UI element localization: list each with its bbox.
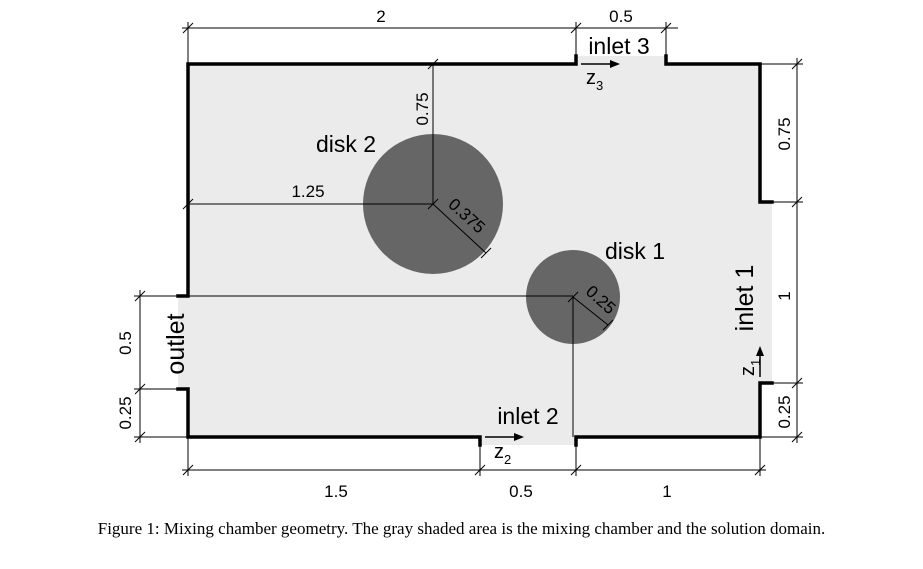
- dim-disk2-horizontal: 1.25: [291, 182, 324, 201]
- label-outlet: outlet: [162, 313, 190, 374]
- axis-z1: z1: [737, 359, 763, 376]
- label-disk-2: disk 2: [316, 131, 376, 157]
- dimension-lines: [134, 22, 803, 476]
- label-disk-1: disk 1: [605, 238, 665, 264]
- flow-arrows: [485, 60, 764, 441]
- axis-z3: z3: [586, 67, 603, 93]
- label-inlet-2: inlet 2: [497, 403, 558, 429]
- label-inlet-3: inlet 3: [588, 33, 649, 59]
- dim-bottom-left: 1.5: [324, 482, 348, 501]
- dim-disk2-vertical: 0.75: [413, 92, 432, 125]
- label-inlet-1: inlet 1: [731, 265, 759, 332]
- dim-right-inlet1: 1: [775, 291, 794, 300]
- dim-left-bottom: 0.25: [116, 396, 135, 429]
- dim-bottom-inlet2: 0.5: [509, 482, 533, 501]
- dim-left-outlet: 0.5: [116, 331, 135, 355]
- dim-top-width: 2: [376, 7, 385, 26]
- axis-z2: z2: [494, 441, 511, 467]
- dim-right-bottom: 0.25: [775, 395, 794, 428]
- mixing-chamber-diagram: 2 0.5 1.5 0.5 1 0.75 1 0.25 0.5 0.25 0.7…: [116, 7, 803, 501]
- dim-right-top: 0.75: [775, 117, 794, 150]
- figure-caption: Figure 1: Mixing chamber geometry. The g…: [97, 519, 826, 538]
- dim-bottom-right: 1: [662, 482, 671, 501]
- dim-top-inlet3: 0.5: [609, 7, 633, 26]
